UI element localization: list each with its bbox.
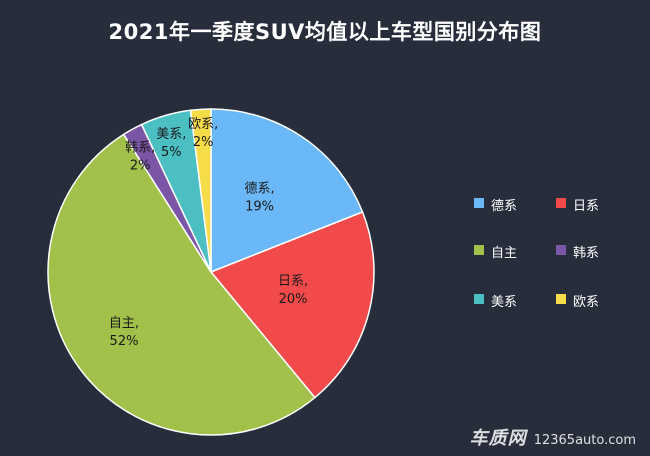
legend-label: 日系 <box>573 199 600 214</box>
watermark: 车质网 12365auto.com <box>470 424 636 450</box>
pie-slice-日系 <box>209 211 375 399</box>
legend-label: 德系 <box>491 199 518 214</box>
legend-swatch <box>556 198 566 208</box>
legend-label: 自主 <box>491 246 518 261</box>
legend-swatch <box>556 245 566 255</box>
data-label-欧系: 欧系, 2% <box>188 117 218 150</box>
legend-row: 德系 日系 <box>474 196 624 214</box>
data-label-自主: 自主, 52% <box>109 316 139 349</box>
data-label-美系: 美系, 5% <box>156 127 186 160</box>
watermark-url: 12365auto.com <box>533 433 636 448</box>
legend-swatch <box>556 294 566 304</box>
legend-label: 美系 <box>491 295 518 310</box>
data-label-日系: 日系, 20% <box>278 274 308 307</box>
legend-swatch <box>474 294 484 304</box>
pie-slice-自主 <box>47 133 316 436</box>
legend-label: 韩系 <box>573 246 600 261</box>
legend-swatch <box>474 198 484 208</box>
watermark-logo: 车质网 <box>469 428 527 449</box>
data-label-韩系: 韩系, 2% <box>125 141 155 174</box>
data-label-德系: 德系, 19% <box>245 182 275 215</box>
legend-label: 欧系 <box>573 295 600 310</box>
legend-row: 美系 欧系 <box>474 292 624 310</box>
pie-slice-欧系 <box>189 108 212 273</box>
legend-row: 自主 韩系 <box>474 243 624 261</box>
chart-title: 2021年一季度SUV均值以上车型国别分布图 <box>108 20 542 44</box>
pie-slice-德系 <box>210 108 364 274</box>
legend-swatch <box>474 245 484 255</box>
